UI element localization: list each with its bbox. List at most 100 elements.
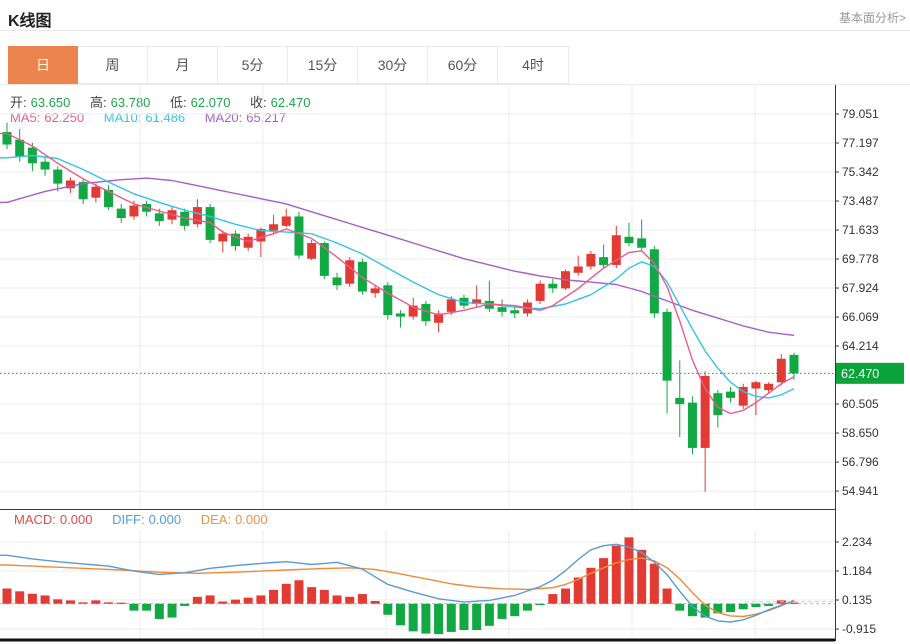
diff-line [0, 543, 795, 623]
macd-histogram-bar [205, 595, 215, 604]
macd-histogram-bar [383, 603, 393, 615]
axis-label: 60.505 [842, 397, 879, 411]
page-title: K线图 [8, 13, 52, 30]
macd-histogram-bar [764, 603, 774, 606]
candle-body [446, 299, 456, 312]
candle-body [40, 161, 50, 170]
candle-body [307, 243, 317, 259]
candle-body [104, 189, 114, 208]
tab-month[interactable]: 月 [148, 47, 218, 83]
macd-histogram-bar [230, 599, 240, 604]
axis-label: 58.650 [842, 426, 879, 440]
macd-histogram-bar [573, 577, 583, 604]
candle-body [675, 397, 685, 405]
candle-body [408, 305, 418, 317]
tab-5min[interactable]: 5分 [218, 47, 288, 83]
candle-body [700, 375, 710, 448]
macd-histogram-bar [649, 563, 659, 604]
current-price-badge [836, 362, 904, 384]
candle-body [662, 311, 672, 381]
macd-histogram-bar [154, 603, 164, 619]
candle-body [383, 285, 393, 315]
macd-histogram-bar [357, 594, 367, 604]
ma5-line [0, 132, 795, 415]
candle-body [434, 313, 444, 323]
macd-histogram-bar [472, 603, 482, 631]
macd-histogram-bar [370, 600, 380, 604]
candle-body [738, 386, 748, 406]
macd-histogram-bar [319, 589, 329, 604]
macd-histogram-bar [738, 603, 748, 610]
candle-body [726, 391, 736, 398]
macd-histogram-bar [2, 588, 12, 604]
ma20-line [0, 177, 795, 336]
axis-label: 77.197 [842, 136, 879, 150]
tab-15min[interactable]: 15分 [288, 47, 358, 83]
macd-histogram-bar [408, 603, 418, 632]
macd-histogram-bar [256, 595, 266, 604]
macd-histogram-bar [535, 603, 545, 606]
candle-body [459, 297, 469, 306]
macd-histogram-bar [116, 602, 126, 604]
fundamental-analysis-link[interactable]: 基本面分析> [838, 11, 906, 25]
macd-histogram-bar [281, 583, 291, 604]
candle-body [573, 266, 583, 273]
macd-histogram-bar [624, 537, 634, 604]
candle-body [180, 211, 190, 226]
candle-body [776, 358, 786, 383]
candle-body [396, 313, 405, 317]
macd-histogram-bar [307, 587, 317, 604]
axis-label: 67.924 [842, 281, 879, 295]
candle-body [535, 283, 545, 301]
macd-histogram-bar [637, 549, 647, 604]
candle-body [586, 253, 596, 267]
candle-body [243, 236, 253, 248]
candle-body [91, 186, 101, 198]
axis-label: 2.234 [842, 535, 872, 549]
macd-histogram-bar [167, 603, 177, 618]
interval-tabbar: 日周月 5分 15分 30分 60分 4时 [8, 46, 569, 84]
candle-body [789, 354, 799, 374]
candle-body [53, 169, 63, 184]
candle-body [281, 216, 291, 226]
tab-30min[interactable]: 30分 [358, 47, 428, 83]
candle-body [129, 205, 139, 217]
macd-histogram-bar [611, 545, 621, 604]
kline-chart-canvas[interactable]: 79.051 77.197 75.342 73.487 71.633 69.778 67.9… [0, 85, 910, 644]
axis-label: 0.135 [842, 593, 872, 607]
macd-histogram-bar [53, 599, 63, 604]
candle-body [611, 235, 621, 265]
macd-histogram-bar [27, 593, 37, 604]
candle-body [269, 224, 279, 231]
candle-body [510, 310, 520, 314]
tab-60min[interactable]: 60分 [428, 47, 498, 83]
tab-week[interactable]: 周 [78, 47, 148, 83]
candle-body [332, 277, 342, 286]
macd-histogram-bar [599, 558, 609, 604]
tab-day[interactable]: 日 [8, 46, 78, 84]
candle-body [294, 216, 304, 256]
macd-histogram-bar [218, 601, 228, 604]
macd-histogram-bar [522, 603, 532, 611]
macd-histogram-bar [510, 603, 520, 617]
candle-body [154, 213, 164, 222]
macd-histogram-bar [332, 595, 342, 604]
tab-4hour[interactable]: 4时 [498, 47, 568, 83]
candle-body [421, 304, 431, 322]
candle-body [484, 300, 494, 309]
candle-body [256, 228, 266, 242]
axis-label: 54.941 [842, 484, 879, 498]
macd-histogram-bar [675, 603, 685, 611]
candle-body [751, 382, 761, 389]
axis-label: 71.633 [842, 223, 879, 237]
candle-body [713, 393, 723, 416]
candle-body [497, 307, 507, 312]
axis-label: 75.342 [842, 165, 879, 179]
macd-histogram-bar [434, 603, 444, 635]
macd-histogram-bar [142, 603, 152, 611]
candle-body [764, 383, 774, 391]
tabbar-divider [0, 84, 910, 85]
candle-body [230, 233, 240, 247]
candle-body [192, 207, 202, 225]
